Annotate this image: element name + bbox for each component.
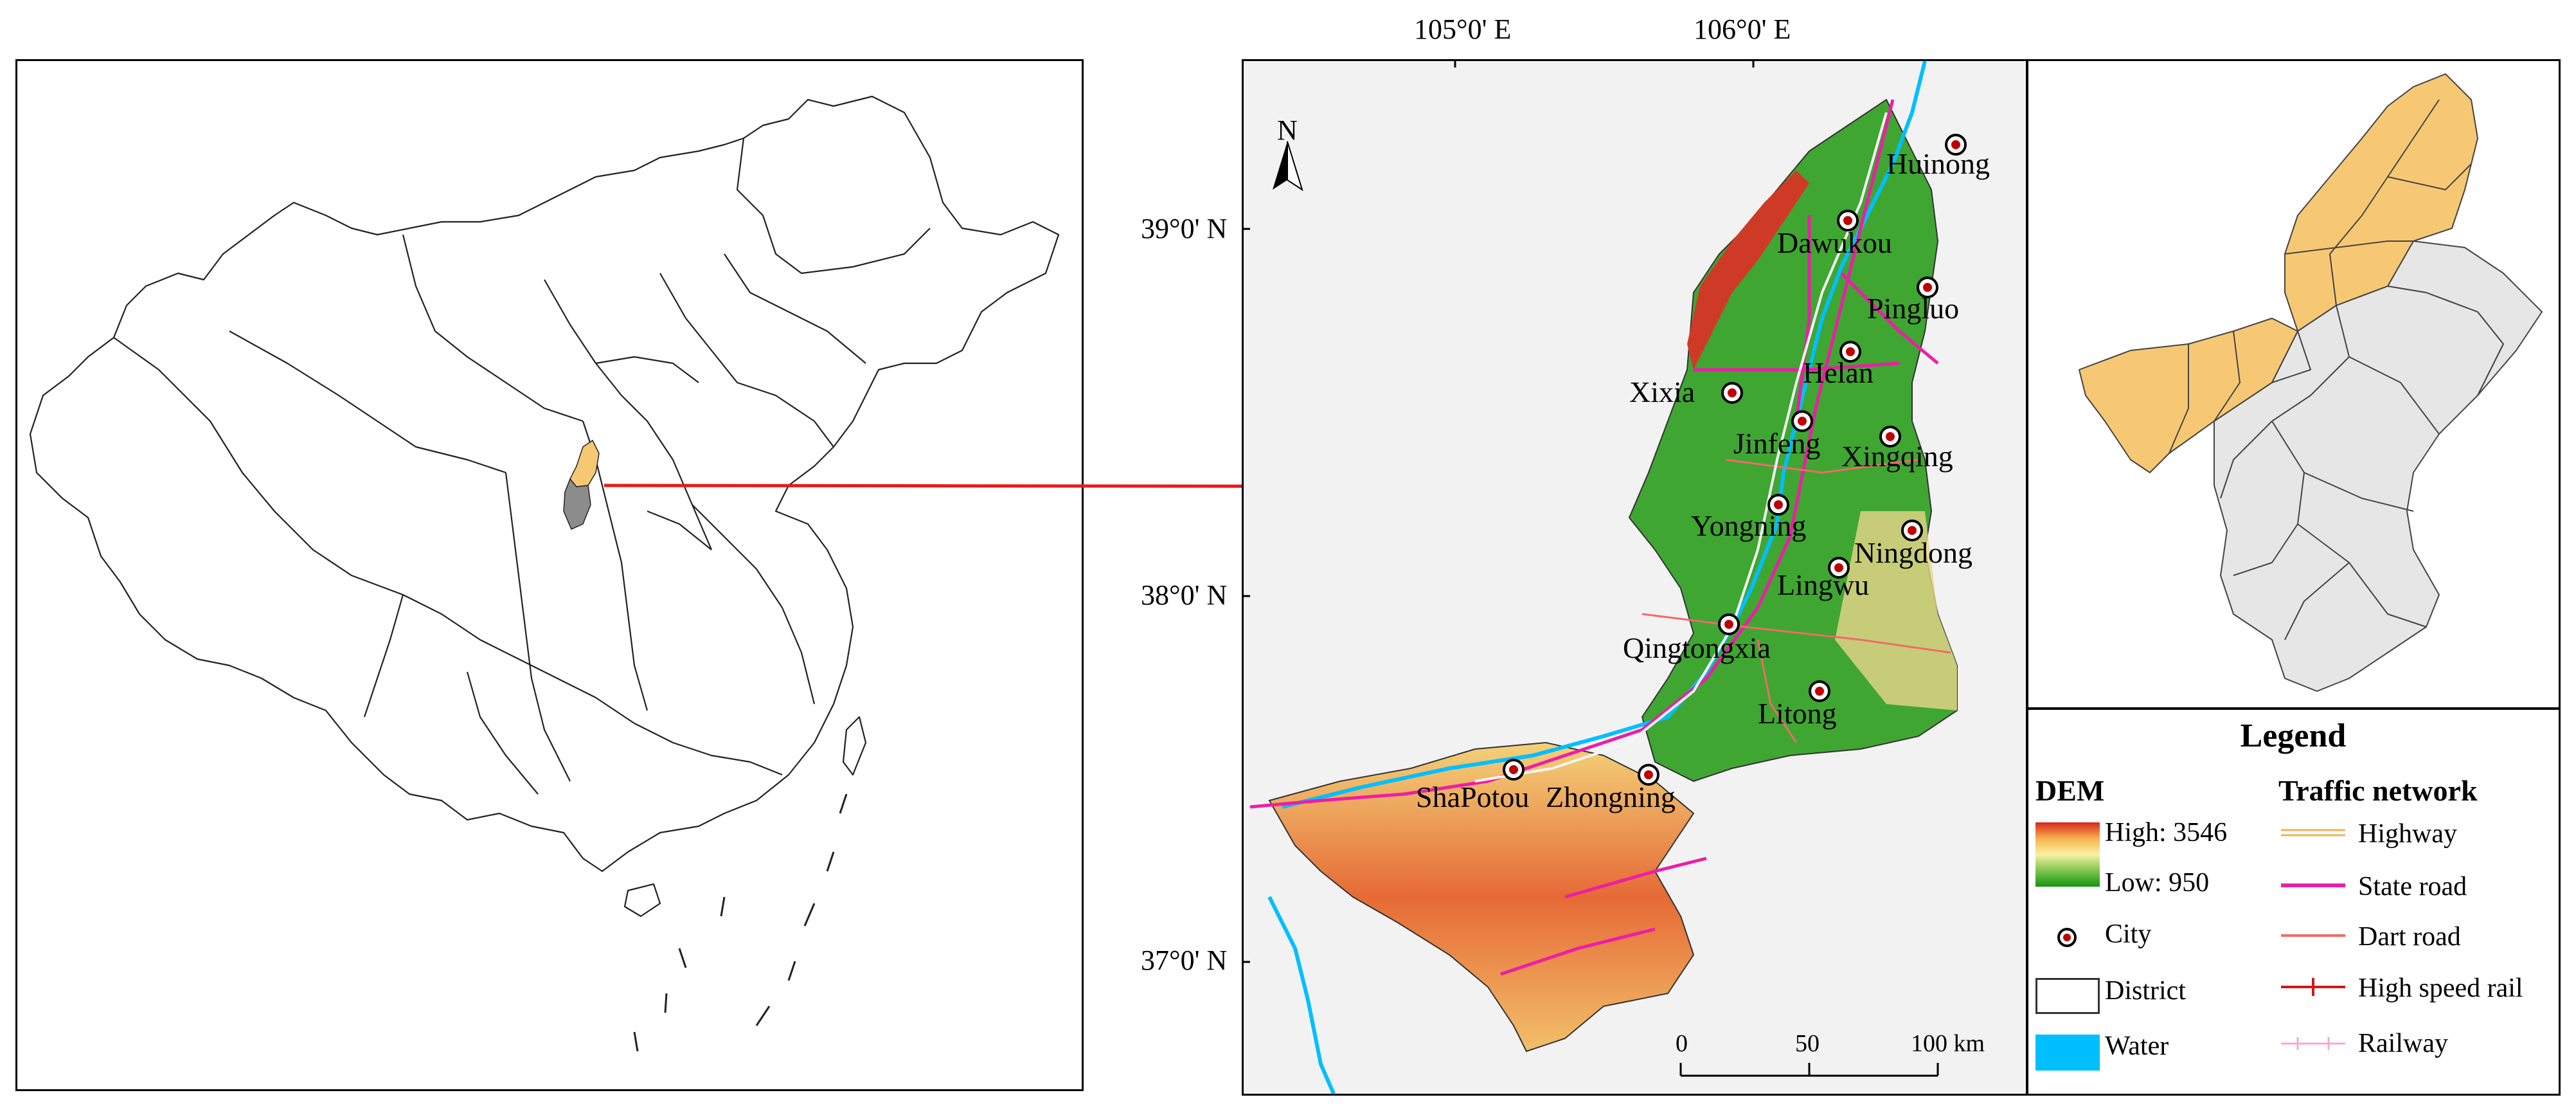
railways [1474,112,1888,783]
ningxia-district-panel [2026,59,2561,710]
city-marker-yongning: Yongning [1691,494,1806,542]
legend-high-speed-rail-label: High speed rail [2358,973,2523,1003]
china-boundary [29,95,1060,873]
legend-panel: Legend DEM High: 3546 Low: 950 City Dist… [2026,707,2561,1096]
china-map [29,95,1060,1052]
scale-bar [1679,1063,1939,1077]
dart-roads [1641,458,1951,743]
legend-dem-high: High: 3546 [2105,818,2228,847]
legend-city-symbol [2057,928,2077,947]
legend-highway-label: Highway [2358,819,2457,849]
city-label-jinfeng: Jinfeng [1733,427,1820,460]
city-marker-lingwu: Lingwu [1777,557,1869,601]
nine-dash-line [633,793,848,1052]
north-label: N [1277,114,1298,146]
district-lines [2169,99,2472,640]
scale-label-0: 0 [1676,1030,1688,1057]
city-label-shapotou: ShaPotou [1416,781,1529,813]
city-label-litong: Litong [1758,697,1837,730]
city-label-xingqing: Xingqing [1841,440,1953,473]
legend-state-road-label: State road [2358,872,2467,901]
lon-label-105: 105°0' E [1414,14,1512,45]
helan-mountains [1687,170,1809,370]
city-label-zhongning: Zhongning [1546,781,1676,813]
lat-label-37: 37°0' N [1141,945,1228,976]
city-label-helan: Helan [1803,356,1874,389]
legend-dart-road-label: Dart road [2358,922,2461,952]
legend-railway-symbol [2281,1037,2345,1050]
legend-traffic-symbols [2281,829,2345,1050]
legend-dem-low: Low: 950 [2105,868,2210,898]
scale-label-50: 50 [1795,1030,1820,1057]
taiwan-boundary [842,716,867,776]
city-label-xixia: Xixia [1629,376,1695,408]
hainan-boundary [623,883,661,918]
china-overview-panel [15,59,1084,1091]
city-label-lingwu: Lingwu [1777,568,1869,601]
legend-railway-label: Railway [2358,1029,2448,1058]
study-area-map: N 0 50 100 km Huinong Dawukou Pingluo Helan… [1244,61,2026,1094]
city-marker-dawukou: Dawukou [1777,210,1892,259]
legend-title: Legend [2240,718,2347,754]
north-arrow: N [1273,114,1303,192]
city-marker-huinong: Huinong [1886,134,1990,180]
city-label-ningdong: Ningdong [1854,536,1972,569]
ningxia-district-map [2079,73,2543,692]
lat-label-38: 38°0' N [1141,579,1228,611]
city-label-huinong: Huinong [1886,147,1990,180]
legend-highway-symbol [2281,829,2345,837]
legend-dem-title: DEM [2035,774,2105,807]
study-area-west [1268,741,1695,1053]
legend-traffic-title: Traffic network [2278,774,2478,807]
ningxia-south-grey [563,478,591,530]
state-roads [1249,99,1939,976]
yellow-river [1267,61,1927,1094]
scale-label-100: 100 km [1911,1030,1985,1057]
legend-city-label: City [2105,919,2152,949]
city-marker-shapotou: ShaPotou [1416,759,1529,813]
city-label-qingtongxia: Qingtongxia [1623,631,1771,664]
study-area-panel: N 0 50 100 km Huinong Dawukou Pingluo Helan… [1242,59,2028,1096]
lat-label-39: 39°0' N [1141,213,1228,244]
city-marker-zhongning: Zhongning [1546,764,1676,813]
city-marker-qingtongxia: Qingtongxia [1623,613,1771,664]
legend-district-label: District [2105,976,2186,1006]
city-label-yongning: Yongning [1691,509,1806,542]
city-marker-ningdong: Ningdong [1854,520,1972,569]
city-marker-litong: Litong [1758,680,1837,730]
province-lines [113,138,931,795]
district-highlight-north [2284,73,2478,332]
city-label-dawukou: Dawukou [1777,226,1892,259]
legend-water-swatch [2035,1035,2100,1071]
legend-water-label: Water [2105,1031,2169,1061]
legend-high-speed-rail-symbol [2281,978,2345,996]
city-marker-helan: Helan [1803,341,1874,389]
district-grey-east [2387,240,2543,396]
city-marker-xingqing: Xingqing [1841,426,1953,473]
city-marker-jinfeng: Jinfeng [1733,410,1820,460]
city-label-pingluo: Pingluo [1867,292,1959,325]
city-marker-pingluo: Pingluo [1867,276,1959,325]
lon-label-106: 106°0' E [1694,14,1791,45]
city-marker-xixia: Xixia [1629,376,1743,408]
eastern-upland [1835,511,1957,710]
legend-district-swatch [2035,978,2100,1014]
legend-dem-swatch [2035,822,2100,887]
